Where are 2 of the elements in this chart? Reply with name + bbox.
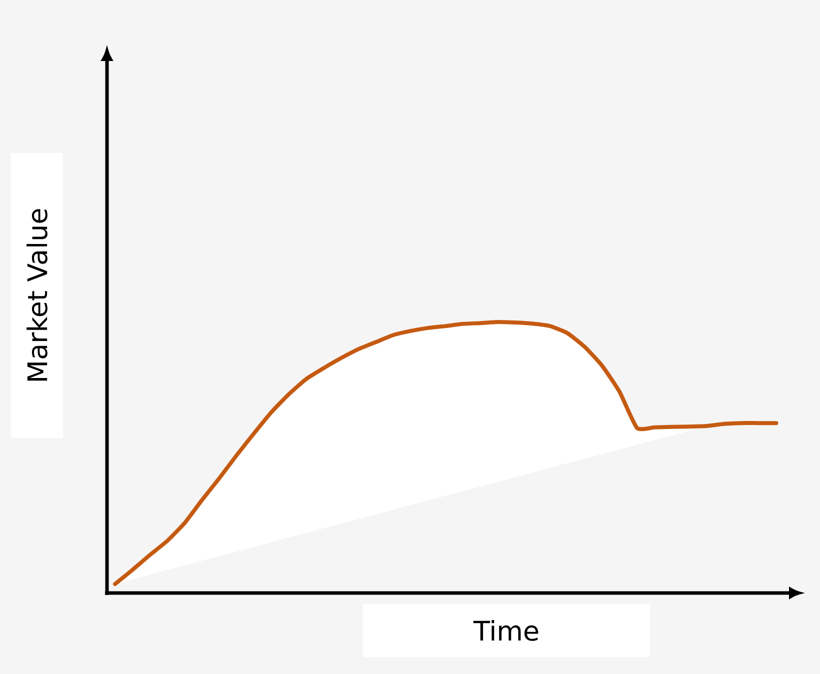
y-axis-title: Market Value — [26, 209, 48, 381]
x-axis-title: Time — [473, 620, 538, 641]
